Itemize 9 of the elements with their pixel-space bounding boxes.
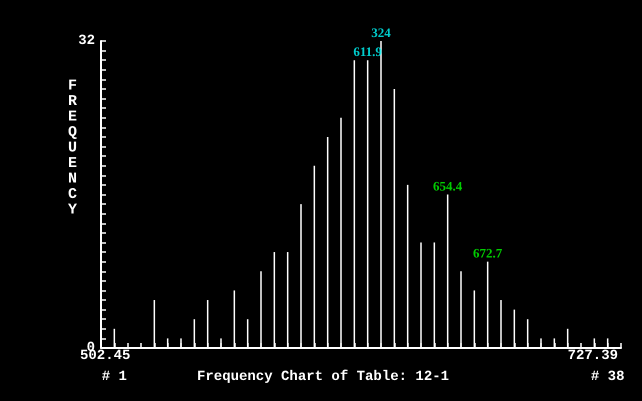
annotation: 324: [371, 25, 392, 40]
annotation: 727.39: [568, 348, 618, 364]
annotation: 672.7: [473, 246, 503, 261]
x-tick-label: # 1: [102, 369, 127, 385]
text: Frequency Chart of Table: 12-1: [197, 369, 450, 385]
x-tick-label: # 38: [590, 369, 624, 385]
text: FREQUENCY: [68, 77, 78, 218]
y-tick-label: 32: [78, 33, 95, 49]
annotation: 654.4: [433, 178, 463, 194]
